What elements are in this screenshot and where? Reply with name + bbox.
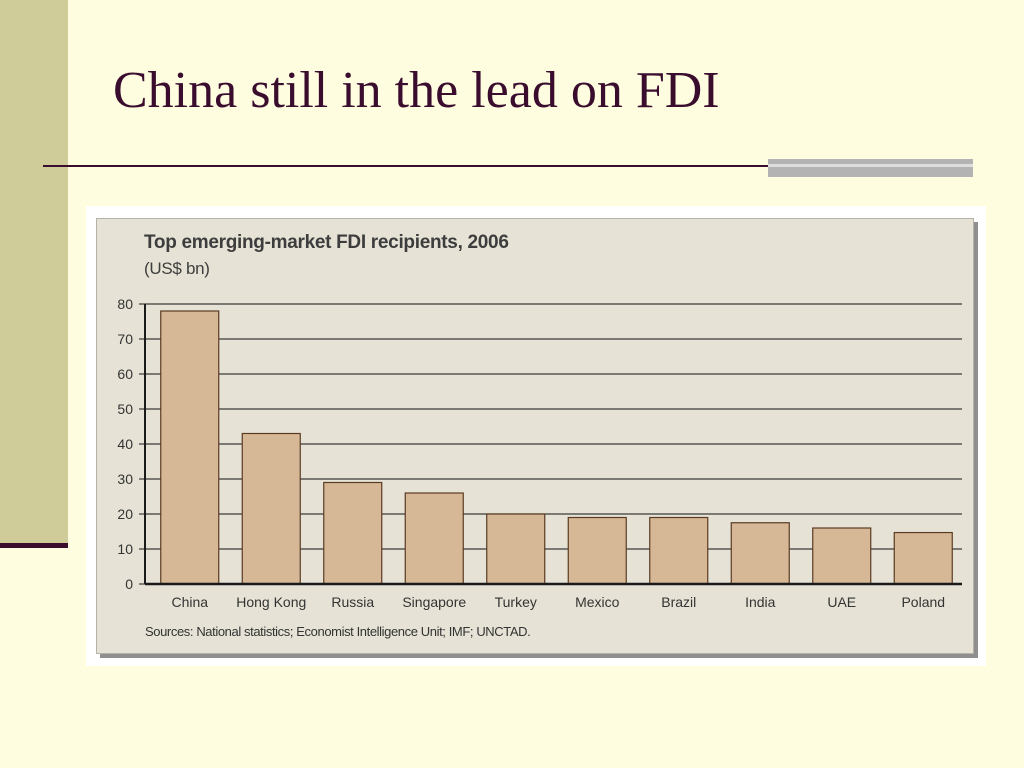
bar-russia bbox=[323, 481, 383, 585]
x-tick-label: Brazil bbox=[661, 594, 696, 610]
x-tick-label: UAE bbox=[827, 594, 856, 610]
y-tick-label: 30 bbox=[117, 471, 133, 487]
y-tick-labels: 0 10 20 30 40 50 60 70 80 bbox=[117, 296, 133, 592]
chart-title: Top emerging-market FDI recipients, 2006 bbox=[144, 232, 509, 253]
bar-uae bbox=[812, 527, 872, 585]
y-tick-label: 10 bbox=[117, 541, 133, 557]
bar-poland bbox=[893, 531, 953, 585]
chart-source: Sources: National statistics; Economist … bbox=[145, 624, 531, 639]
bar-china bbox=[160, 310, 220, 585]
bar-india bbox=[730, 522, 790, 585]
x-tick-label: Mexico bbox=[575, 594, 620, 610]
y-tick-label: 40 bbox=[117, 436, 133, 452]
left-accent-bar bbox=[0, 0, 68, 545]
chart-unit: (US$ bn) bbox=[144, 259, 210, 278]
x-tick-label: Turkey bbox=[495, 594, 537, 610]
bar-brazil bbox=[649, 516, 709, 585]
slide-title: China still in the lead on FDI bbox=[113, 62, 720, 119]
y-tick-label: 60 bbox=[117, 366, 133, 382]
y-tick-label: 70 bbox=[117, 331, 133, 347]
x-tick-labels: China Hong Kong Russia Singapore Turkey Mexic… bbox=[171, 594, 945, 610]
x-tick-label: India bbox=[745, 594, 776, 610]
bar-turkey bbox=[486, 513, 546, 585]
x-tick-label: Poland bbox=[901, 594, 945, 610]
bars bbox=[160, 310, 953, 585]
bar-hong-kong bbox=[241, 432, 301, 585]
title-rule bbox=[43, 165, 973, 167]
x-tick-label: Russia bbox=[331, 594, 374, 610]
y-tick-label: 50 bbox=[117, 401, 133, 417]
y-tick-label: 0 bbox=[125, 576, 133, 592]
x-tick-label: Singapore bbox=[402, 594, 466, 610]
y-tick-label: 80 bbox=[117, 296, 133, 312]
x-tick-label: Hong Kong bbox=[236, 594, 306, 610]
y-tick-label: 20 bbox=[117, 506, 133, 522]
title-rule-accent bbox=[768, 159, 973, 177]
axes bbox=[144, 304, 962, 586]
bar-mexico bbox=[567, 516, 627, 585]
left-accent-line bbox=[0, 543, 68, 548]
bar-singapore bbox=[404, 492, 464, 585]
x-tick-label: China bbox=[171, 594, 208, 610]
